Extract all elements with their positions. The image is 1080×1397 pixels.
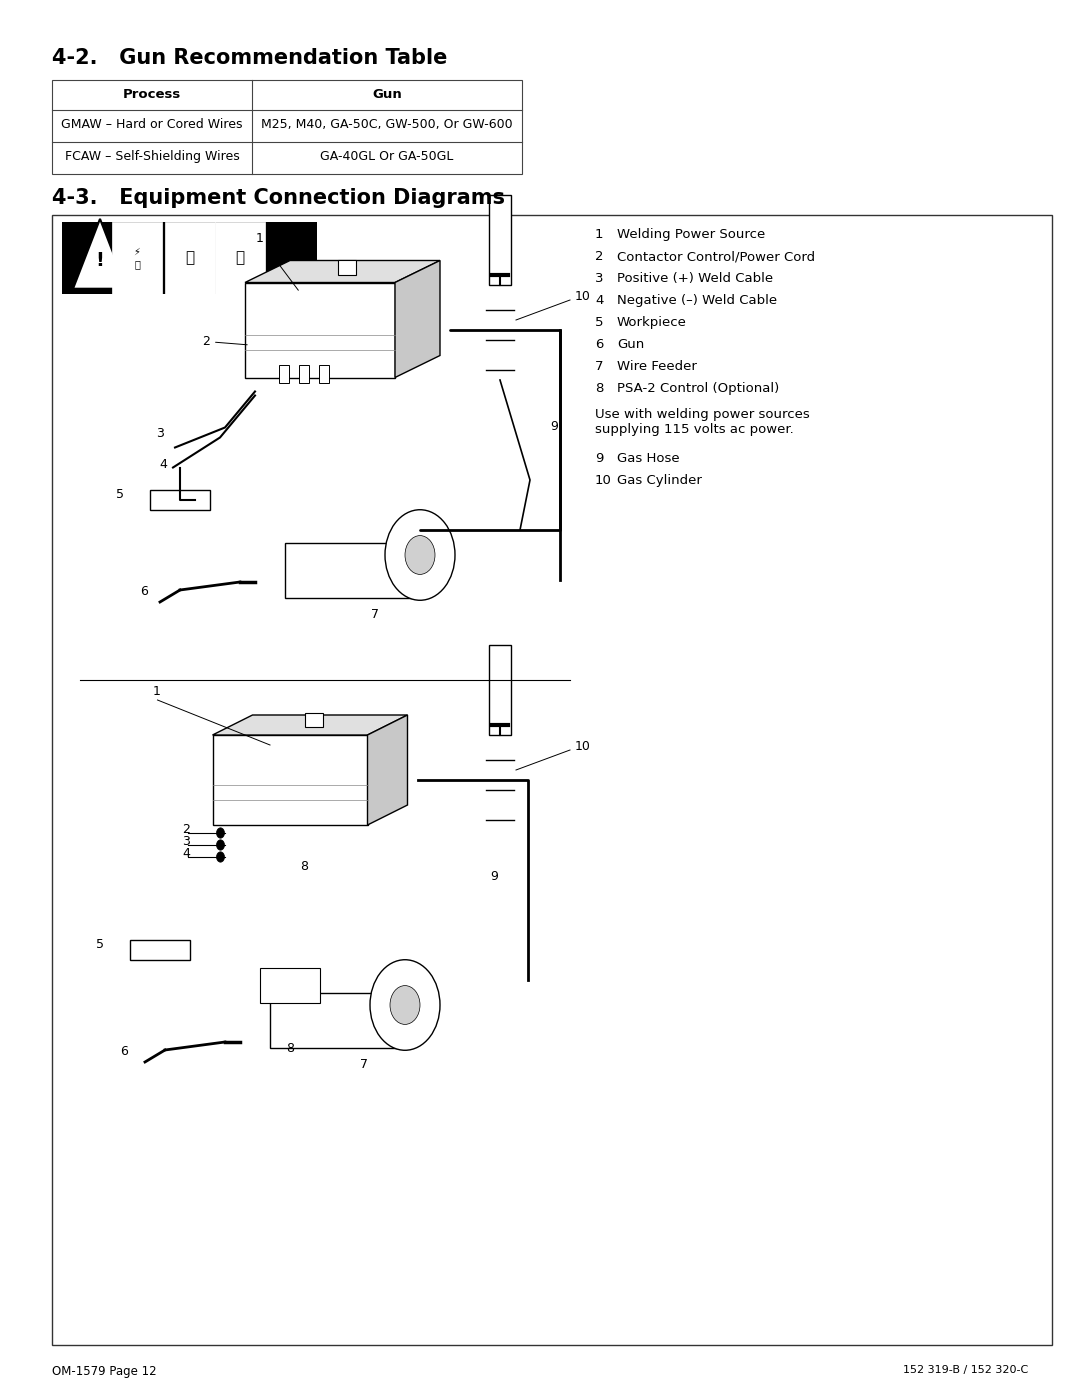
Text: 9: 9 <box>490 870 498 883</box>
Text: 4-3.   Equipment Connection Diagrams: 4-3. Equipment Connection Diagrams <box>52 189 505 208</box>
Text: 8: 8 <box>300 861 308 873</box>
Polygon shape <box>130 940 190 960</box>
Polygon shape <box>73 219 127 289</box>
Text: GA-40GL Or GA-50GL: GA-40GL Or GA-50GL <box>321 149 454 163</box>
Text: 3: 3 <box>595 272 604 285</box>
Text: OM-1579 Page 12: OM-1579 Page 12 <box>52 1365 157 1377</box>
Bar <box>338 260 356 274</box>
Circle shape <box>390 986 420 1024</box>
Text: FCAW – Self-Shielding Wires: FCAW – Self-Shielding Wires <box>65 149 240 163</box>
Text: 1: 1 <box>152 685 160 698</box>
Text: 6: 6 <box>140 585 148 598</box>
Bar <box>279 365 289 383</box>
Circle shape <box>405 535 435 574</box>
Text: 10: 10 <box>595 474 612 488</box>
Text: 9: 9 <box>550 420 558 433</box>
Bar <box>299 365 309 383</box>
Polygon shape <box>213 735 367 826</box>
Text: 6: 6 <box>120 1045 127 1058</box>
Text: Welding Power Source: Welding Power Source <box>617 228 766 242</box>
Text: 5: 5 <box>116 488 124 502</box>
Polygon shape <box>367 715 407 826</box>
Text: 3: 3 <box>183 835 190 848</box>
Bar <box>489 645 511 735</box>
Text: 3: 3 <box>157 427 164 440</box>
Bar <box>52 80 522 175</box>
Text: 7: 7 <box>372 608 379 620</box>
Text: 7: 7 <box>360 1058 368 1070</box>
Text: Contactor Control/Power Cord: Contactor Control/Power Cord <box>617 250 815 263</box>
Text: 7: 7 <box>595 360 604 373</box>
Text: Positive (+) Weld Cable: Positive (+) Weld Cable <box>617 272 773 285</box>
Text: ⚡
👷: ⚡ 👷 <box>134 247 140 268</box>
Circle shape <box>384 510 455 601</box>
Text: Gun: Gun <box>617 338 645 351</box>
Bar <box>62 222 318 293</box>
Text: 4: 4 <box>183 847 190 861</box>
Text: 8: 8 <box>595 381 604 395</box>
Text: 1: 1 <box>256 232 298 291</box>
Polygon shape <box>245 282 395 377</box>
Text: M25, M40, GA-50C, GW-500, Or GW-600: M25, M40, GA-50C, GW-500, Or GW-600 <box>261 117 513 131</box>
Text: 5: 5 <box>96 937 104 951</box>
Circle shape <box>216 828 225 838</box>
Text: 1: 1 <box>595 228 604 242</box>
Text: Gas Cylinder: Gas Cylinder <box>617 474 702 488</box>
Bar <box>319 365 329 383</box>
Text: 2: 2 <box>595 250 604 263</box>
Polygon shape <box>395 260 440 377</box>
Text: 10: 10 <box>575 740 591 753</box>
Text: 10: 10 <box>575 291 591 303</box>
Polygon shape <box>245 260 440 282</box>
Polygon shape <box>270 992 400 1048</box>
Polygon shape <box>150 490 210 510</box>
Text: 4-2.   Gun Recommendation Table: 4-2. Gun Recommendation Table <box>52 47 447 68</box>
Polygon shape <box>285 542 415 598</box>
Bar <box>112 222 162 293</box>
Text: GMAW – Hard or Cored Wires: GMAW – Hard or Cored Wires <box>62 117 243 131</box>
Bar <box>489 196 511 285</box>
Text: 5: 5 <box>595 316 604 330</box>
Text: 💥: 💥 <box>186 250 194 265</box>
Bar <box>260 968 320 1003</box>
Bar <box>305 712 323 726</box>
Text: Negative (–) Weld Cable: Negative (–) Weld Cable <box>617 293 778 307</box>
Text: Gas Hose: Gas Hose <box>617 453 679 465</box>
Text: 4: 4 <box>595 293 604 307</box>
Text: Use with welding power sources
supplying 115 volts ac power.: Use with welding power sources supplying… <box>595 408 810 436</box>
Polygon shape <box>213 715 407 735</box>
Circle shape <box>216 852 225 862</box>
Text: 4: 4 <box>159 457 167 471</box>
Bar <box>52 215 1052 1345</box>
Text: Gun: Gun <box>373 88 402 101</box>
Text: 9: 9 <box>595 453 604 465</box>
Text: 152 319-B / 152 320-C: 152 319-B / 152 320-C <box>903 1365 1028 1375</box>
Text: 2: 2 <box>202 335 247 348</box>
Text: 8: 8 <box>286 1042 294 1056</box>
Text: 6: 6 <box>595 338 604 351</box>
Circle shape <box>216 840 225 851</box>
Text: Workpiece: Workpiece <box>617 316 687 330</box>
Text: PSA-2 Control (Optional): PSA-2 Control (Optional) <box>617 381 780 395</box>
Bar <box>215 222 265 293</box>
Text: Process: Process <box>123 88 181 101</box>
Circle shape <box>370 960 440 1051</box>
Text: 2: 2 <box>183 823 190 835</box>
Bar <box>165 222 215 293</box>
Text: !: ! <box>95 251 105 270</box>
Text: ✋: ✋ <box>235 250 244 265</box>
Text: Wire Feeder: Wire Feeder <box>617 360 697 373</box>
